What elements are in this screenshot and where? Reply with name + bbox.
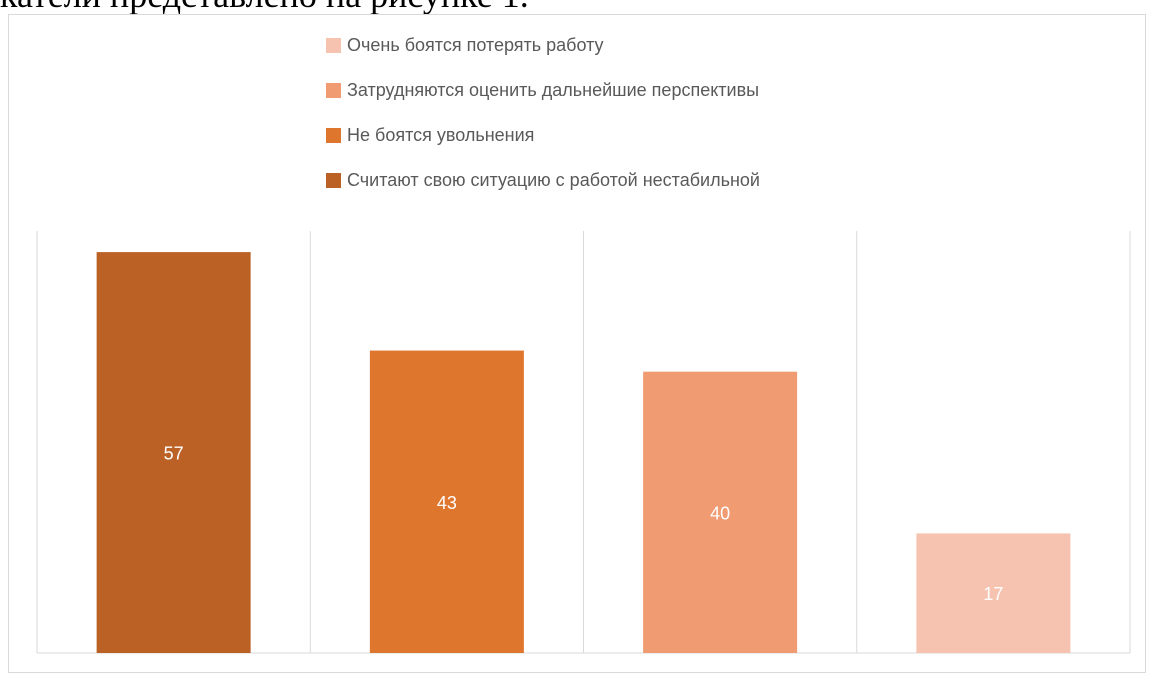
legend-label-3: Не боятся увольнения (347, 124, 535, 145)
data-label-4: 17 (983, 584, 1003, 604)
legend-label-4: Считают свою ситуацию с работой нестабил… (347, 169, 760, 190)
chart-legend: Очень боятся потерять работу Затрудняютс… (326, 33, 760, 213)
data-label-2: 43 (437, 493, 457, 513)
legend-swatch-3 (326, 127, 341, 143)
bar-3 (643, 371, 798, 653)
legend-item-3: Не боятся увольнения (326, 123, 760, 147)
bar-4 (916, 533, 1071, 653)
legend-label-2: Затрудняются оценить дальнейшие перспект… (347, 79, 760, 100)
legend-swatch-2 (326, 82, 341, 98)
legend-swatch-1 (326, 37, 341, 53)
legend-swatch-4 (326, 172, 341, 188)
data-label-3: 40 (710, 503, 730, 523)
legend-item-4: Считают свою ситуацию с работой нестабил… (326, 168, 760, 192)
legend-item-2: Затрудняются оценить дальнейшие перспект… (326, 78, 760, 102)
bar-1 (96, 252, 251, 653)
data-label-1: 57 (164, 444, 184, 464)
bar-2 (369, 350, 524, 653)
legend-label-1: Очень боятся потерять работу (347, 34, 604, 55)
legend-item-1: Очень боятся потерять работу (326, 33, 760, 57)
document-text-fragment: катели представлено на рисунке 1. (0, 0, 529, 16)
